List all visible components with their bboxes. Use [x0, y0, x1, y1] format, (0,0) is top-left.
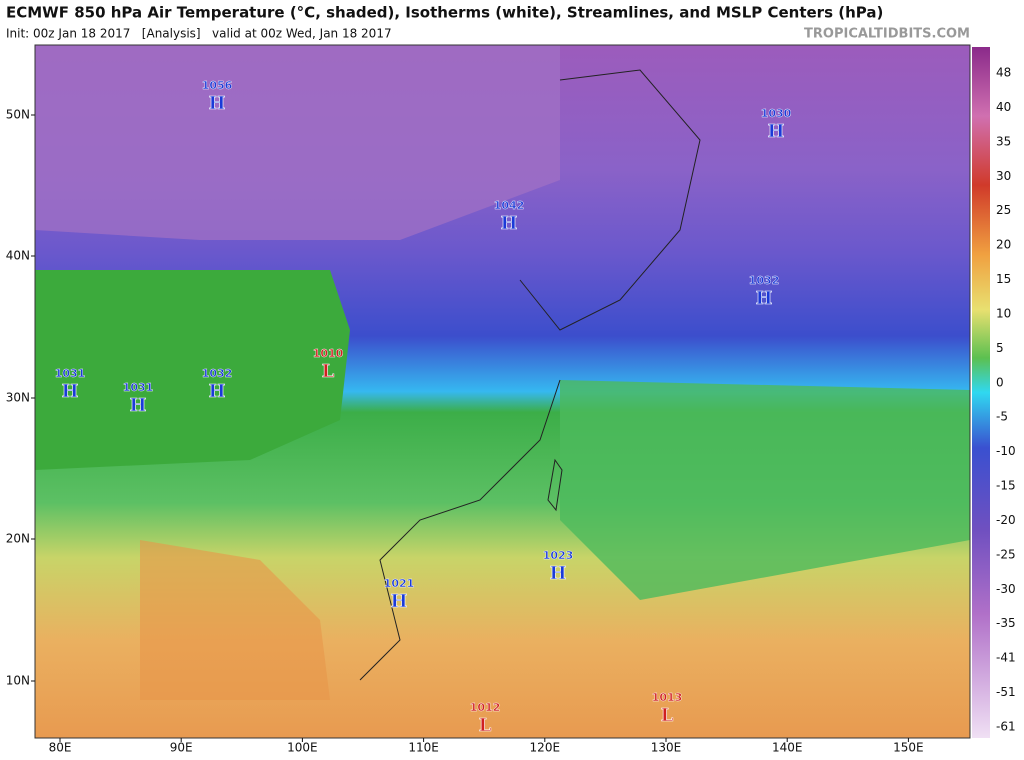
colorbar-label: -15	[996, 479, 1016, 493]
pressure-value: 1010	[313, 347, 344, 360]
lat-label: 30N	[6, 391, 30, 405]
coastline	[359, 379, 561, 681]
title: ECMWF 850 hPa Air Temperature (°C, shade…	[6, 4, 883, 22]
lon-label: 140E	[772, 741, 803, 755]
warm-region	[140, 540, 330, 700]
pressure-center: H	[549, 563, 566, 584]
colorbar-label: 20	[996, 238, 1011, 252]
pressure-center: H	[755, 288, 772, 309]
colorbar-label: 15	[996, 272, 1011, 286]
colorbar-label: -5	[996, 410, 1008, 424]
site-credit: TROPICALTIDBITS.COM	[804, 27, 970, 42]
colorbar-label: -30	[996, 582, 1016, 596]
pressure-value: 1023	[543, 549, 574, 562]
colorbar-label: 35	[996, 134, 1011, 148]
lon-label: 80E	[49, 741, 72, 755]
pressure-center: L	[322, 361, 335, 382]
pressure-center: L	[661, 705, 674, 726]
green-region	[35, 270, 350, 470]
pressure-center: H	[208, 381, 225, 402]
lon-label: 90E	[170, 741, 193, 755]
colorbar-label: 40	[996, 100, 1011, 114]
pressure-value: 1031	[123, 381, 154, 394]
colorbar-label: -25	[996, 547, 1016, 561]
pressure-value: 1042	[494, 199, 525, 212]
colorbar-label: -51	[996, 685, 1016, 699]
map-frame	[34, 44, 971, 739]
subtitle: Init: 00z Jan 18 2017 [Analysis] valid a…	[6, 27, 392, 41]
pressure-center: H	[129, 395, 146, 416]
pressure-center: H	[767, 121, 784, 142]
colorbar-label: 0	[996, 375, 1004, 389]
pressure-center: H	[61, 381, 78, 402]
colorbar-label: -10	[996, 444, 1016, 458]
pressure-center: H	[500, 213, 517, 234]
pressure-value: 1031	[55, 367, 86, 380]
colorbar-label: -61	[996, 720, 1016, 734]
colorbar-label: -20	[996, 513, 1016, 527]
pressure-value: 1012	[470, 701, 501, 714]
colorbar-label: 25	[996, 203, 1011, 217]
lat-label: 40N	[6, 249, 30, 263]
lon-label: 100E	[287, 741, 318, 755]
lon-label: 150E	[893, 741, 924, 755]
lon-label: 130E	[651, 741, 682, 755]
lat-label: 20N	[6, 532, 30, 546]
colorbar-label: 10	[996, 306, 1011, 320]
coastline	[519, 69, 701, 331]
lon-label: 110E	[408, 741, 439, 755]
pressure-value: 1032	[202, 367, 233, 380]
colorbar	[972, 47, 990, 738]
colorbar-label: 30	[996, 169, 1011, 183]
pressure-value: 1056	[202, 79, 233, 92]
pressure-center: H	[208, 93, 225, 114]
colorbar-label: -41	[996, 651, 1016, 665]
pressure-value: 1013	[652, 691, 683, 704]
lat-label: 50N	[6, 108, 30, 122]
colorbar-label: 5	[996, 341, 1004, 355]
colorbar-label: -35	[996, 616, 1016, 630]
pressure-value: 1032	[749, 274, 780, 287]
lon-label: 120E	[530, 741, 561, 755]
green-ocean	[560, 380, 970, 600]
lat-label: 10N	[6, 674, 30, 688]
colorbar-label: 48	[996, 66, 1011, 80]
coastline	[547, 458, 563, 512]
pressure-center: H	[390, 591, 407, 612]
pressure-value: 1030	[761, 107, 792, 120]
pressure-center: L	[479, 715, 492, 736]
cold-region	[35, 45, 560, 240]
pressure-value: 1021	[384, 577, 415, 590]
